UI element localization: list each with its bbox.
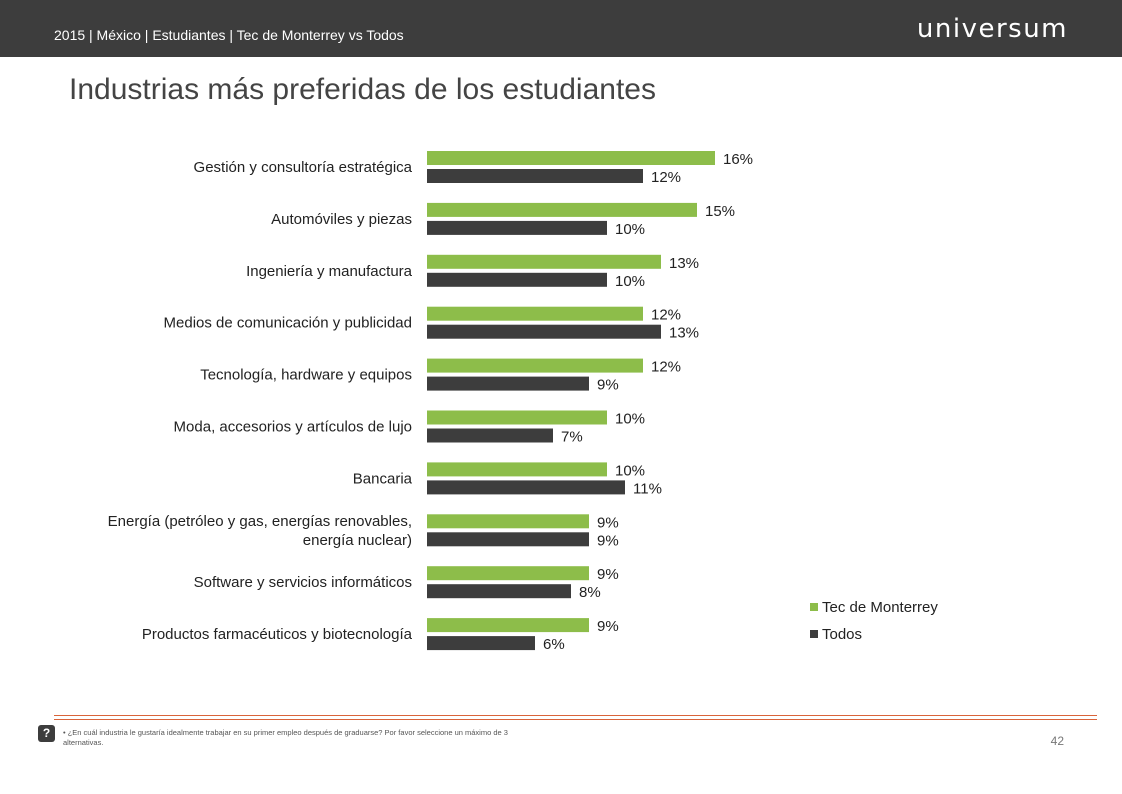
bar-tec bbox=[427, 566, 589, 581]
bar-todos bbox=[427, 324, 661, 339]
footer-divider-secondary bbox=[54, 719, 1097, 720]
data-label: 6% bbox=[543, 636, 565, 653]
data-label: 12% bbox=[651, 359, 681, 376]
data-label: 10% bbox=[615, 411, 645, 428]
bar-tec bbox=[427, 358, 643, 373]
bar-todos bbox=[427, 428, 553, 443]
breadcrumb: 2015 | México | Estudiantes | Tec de Mon… bbox=[54, 27, 404, 43]
bar-tec bbox=[427, 462, 607, 477]
data-label: 9% bbox=[597, 514, 619, 531]
data-label: 16% bbox=[723, 151, 753, 168]
category-label: Productos farmacéuticos y biotecnología bbox=[142, 626, 413, 643]
data-label: 13% bbox=[669, 255, 699, 272]
bar-tec bbox=[427, 254, 661, 269]
bar-tec bbox=[427, 151, 715, 165]
data-label: 10% bbox=[615, 273, 645, 290]
legend-swatch bbox=[810, 603, 818, 611]
bar-todos bbox=[427, 169, 643, 183]
category-label: energía nuclear) bbox=[303, 532, 412, 549]
category-label: Ingeniería y manufactura bbox=[246, 263, 413, 280]
bar-todos bbox=[427, 584, 571, 599]
bar-todos bbox=[427, 532, 589, 547]
footer-divider bbox=[54, 715, 1097, 716]
data-label: 12% bbox=[651, 169, 681, 186]
bar-chart: Gestión y consultoría estratégica 16% 12% A… bbox=[108, 151, 938, 653]
bar-tec bbox=[427, 410, 607, 425]
legend-label: Tec de Monterrey bbox=[822, 599, 938, 616]
data-label: 10% bbox=[615, 462, 645, 479]
bar-todos bbox=[427, 272, 607, 287]
bar-tec bbox=[427, 514, 589, 529]
data-label: 10% bbox=[615, 221, 645, 238]
bar-tec bbox=[427, 202, 697, 217]
page-title: Industrias más preferidas de los estudia… bbox=[69, 73, 656, 106]
universum-logo: universum bbox=[916, 14, 1068, 44]
data-label: 8% bbox=[579, 584, 601, 601]
data-label: 13% bbox=[669, 325, 699, 342]
bar-todos bbox=[427, 220, 607, 235]
legend-label: Todos bbox=[822, 626, 862, 643]
category-label: Medios de comunicación y publicidad bbox=[164, 315, 412, 332]
data-label: 11% bbox=[633, 480, 662, 497]
data-label: 9% bbox=[597, 566, 619, 583]
category-label: Tecnología, hardware y equipos bbox=[200, 367, 412, 384]
question-icon: ? bbox=[38, 725, 55, 742]
bar-todos bbox=[427, 636, 535, 651]
data-label: 7% bbox=[561, 429, 583, 446]
data-label: 15% bbox=[705, 203, 735, 220]
bar-tec bbox=[427, 306, 643, 321]
footnote: • ¿En cuál industria le gustaría idealme… bbox=[63, 728, 508, 747]
category-label: Energía (petróleo y gas, energías renova… bbox=[108, 513, 412, 530]
category-label: Software y servicios informáticos bbox=[194, 574, 412, 591]
bar-todos bbox=[427, 480, 625, 495]
bar-todos bbox=[427, 376, 589, 391]
legend-swatch bbox=[810, 630, 818, 638]
data-label: 12% bbox=[651, 307, 681, 324]
category-label: Moda, accesorios y artículos de lujo bbox=[174, 419, 412, 436]
category-label: Gestión y consultoría estratégica bbox=[194, 159, 413, 176]
header-bar: 2015 | México | Estudiantes | Tec de Mon… bbox=[0, 0, 1122, 57]
bar-tec bbox=[427, 618, 589, 633]
data-label: 9% bbox=[597, 532, 619, 549]
data-label: 9% bbox=[597, 618, 619, 635]
data-label: 9% bbox=[597, 377, 619, 394]
page-number: 42 bbox=[1050, 734, 1064, 748]
category-label: Automóviles y piezas bbox=[271, 211, 412, 228]
category-label: Bancaria bbox=[353, 470, 413, 487]
